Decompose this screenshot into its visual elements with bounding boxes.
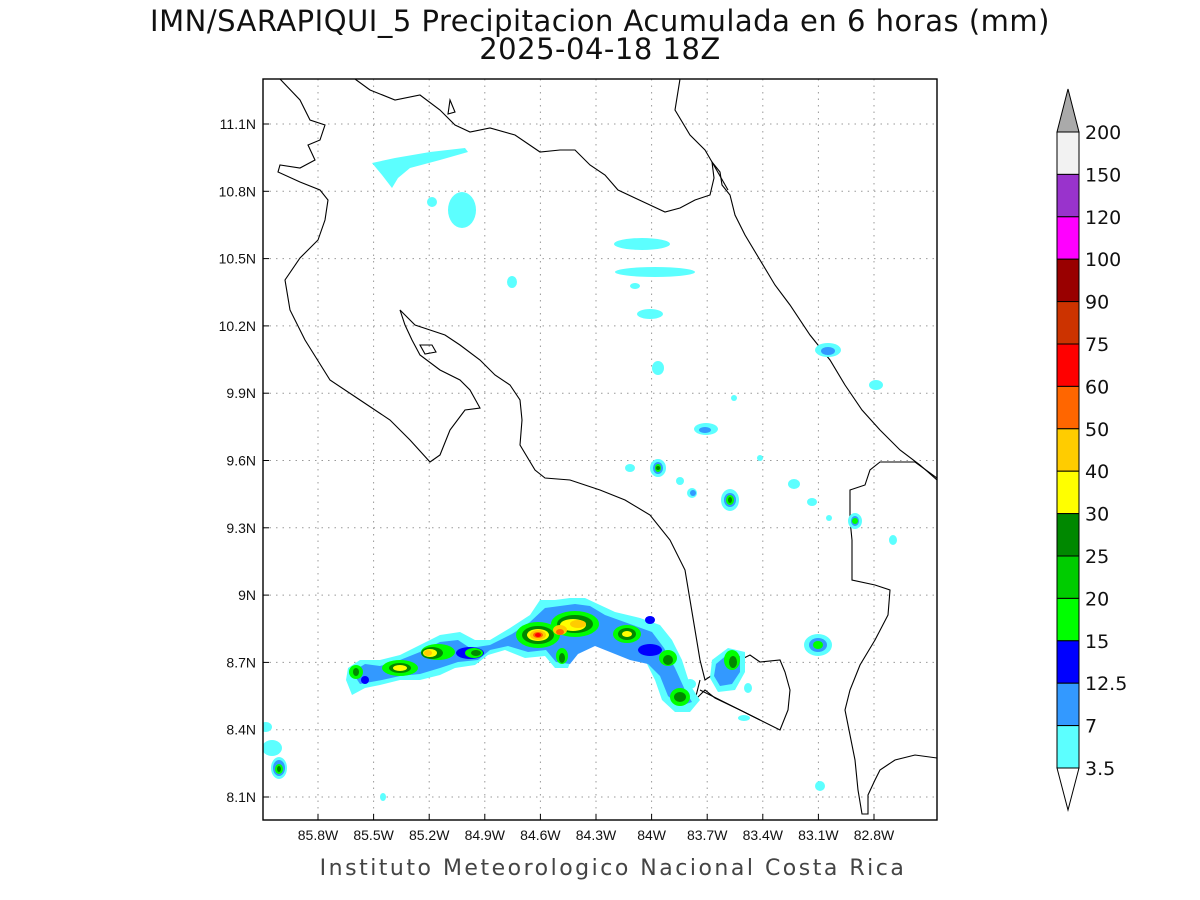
colorbar-label: 30 [1085, 504, 1109, 526]
colorbar-box [1056, 513, 1080, 557]
colorbar-label: 200 [1085, 122, 1121, 144]
map-title: IMN/SARAPIQUI_5 Precipitacion Acumulada … [150, 4, 1050, 38]
lon-tick-label: 84.3W [576, 827, 617, 843]
colorbar-max-triangle [1056, 88, 1080, 133]
colorbar-box [1056, 258, 1080, 303]
colorbar-label: 3.5 [1085, 758, 1115, 780]
colorbar-label: 40 [1085, 461, 1109, 483]
lat-tick-label: 8.4N [226, 722, 256, 738]
lat-tick-label: 9.3N [226, 520, 256, 536]
lat-tick-label: 9.9N [226, 385, 256, 401]
footer-credit: Instituto Meteorologico Nacional Costa R… [319, 856, 907, 881]
lon-tick-label: 85.8W [298, 827, 339, 843]
lon-tick-label: 85.5W [353, 827, 394, 843]
lat-tick-label: 8.1N [226, 789, 256, 805]
colorbar-label: 90 [1085, 292, 1109, 314]
colorbar-box [1056, 131, 1080, 175]
colorbar-label: 100 [1085, 249, 1121, 271]
plot-frame [262, 78, 938, 821]
colorbar-box [1056, 428, 1080, 472]
colorbar-box [1056, 301, 1080, 345]
lon-tick-label: 83.7W [687, 827, 728, 843]
colorbar-box [1056, 640, 1080, 684]
lon-tick-label: 84.9W [465, 827, 506, 843]
colorbar-box [1056, 173, 1080, 218]
colorbar-min-triangle [1056, 767, 1080, 812]
colorbar-label: 150 [1085, 164, 1121, 186]
colorbar-label: 7 [1085, 716, 1097, 738]
lat-tick-label: 8.7N [226, 654, 256, 670]
lon-tick-label: 84.6W [520, 827, 561, 843]
lon-tick-label: 83.1W [798, 827, 839, 843]
lat-tick-label: 11.1N [220, 116, 256, 132]
lat-tick-label: 10.8N [219, 183, 256, 199]
colorbar-label: 15 [1085, 631, 1109, 653]
colorbar-label: 25 [1085, 546, 1109, 568]
colorbar-label: 120 [1085, 207, 1121, 229]
colorbar-box [1056, 216, 1080, 260]
colorbar-box [1056, 385, 1080, 430]
colorbar-label: 12.5 [1085, 673, 1127, 695]
lat-tick-label: 9N [238, 587, 256, 603]
colorbar-label: 75 [1085, 334, 1109, 356]
colorbar-label: 60 [1085, 376, 1109, 398]
lon-tick-label: 84W [637, 827, 667, 843]
colorbar-box [1056, 682, 1080, 727]
map-grid [263, 79, 937, 820]
colorbar: 3.5 7 12.5 15 20 25 30 40 50 60 75 90 100 120 150 200 [1056, 88, 1127, 812]
lat-tick-label: 10.2N [219, 318, 256, 334]
lat-tick-label: 10.5N [219, 251, 256, 267]
coastline [277, 79, 937, 815]
colorbar-box [1056, 597, 1080, 642]
colorbar-box [1056, 470, 1080, 515]
colorbar-box [1056, 725, 1080, 769]
lon-tick-label: 85.2W [409, 827, 450, 843]
colorbar-label: 20 [1085, 588, 1109, 610]
colorbar-box [1056, 555, 1080, 599]
lon-tick-label: 82.8W [854, 827, 895, 843]
colorbar-label: 50 [1085, 419, 1109, 441]
lat-tick-label: 9.6N [226, 453, 256, 469]
lon-tick-label: 83.4W [743, 827, 784, 843]
precip-fields [263, 148, 897, 801]
map-date: 2025-04-18 18Z [479, 32, 721, 66]
colorbar-box [1056, 343, 1080, 387]
latitude-labels: 11.1N 10.8N 10.5N 10.2N 9.9N 9.6N 9.3N 9N 8.7N 8.… [219, 116, 256, 805]
longitude-labels: 85.8W 85.5W 85.2W 84.9W 84.6W 84.3W 84W 83.7W 83… [298, 827, 895, 843]
